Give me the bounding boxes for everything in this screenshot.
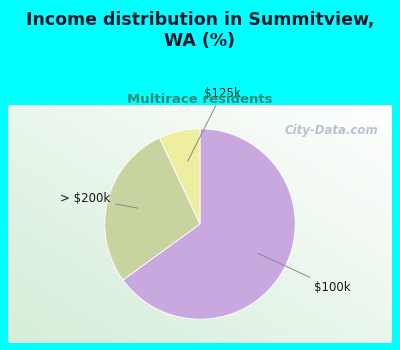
Text: > $200k: > $200k (60, 192, 137, 208)
Text: Income distribution in Summitview,
WA (%): Income distribution in Summitview, WA (%… (26, 10, 374, 50)
Wedge shape (160, 129, 200, 224)
Text: $100k: $100k (258, 253, 351, 294)
Wedge shape (105, 138, 200, 280)
Text: Multirace residents: Multirace residents (127, 93, 273, 106)
Wedge shape (123, 129, 295, 319)
Text: City-Data.com: City-Data.com (284, 124, 378, 137)
Text: $125k: $125k (188, 87, 240, 161)
